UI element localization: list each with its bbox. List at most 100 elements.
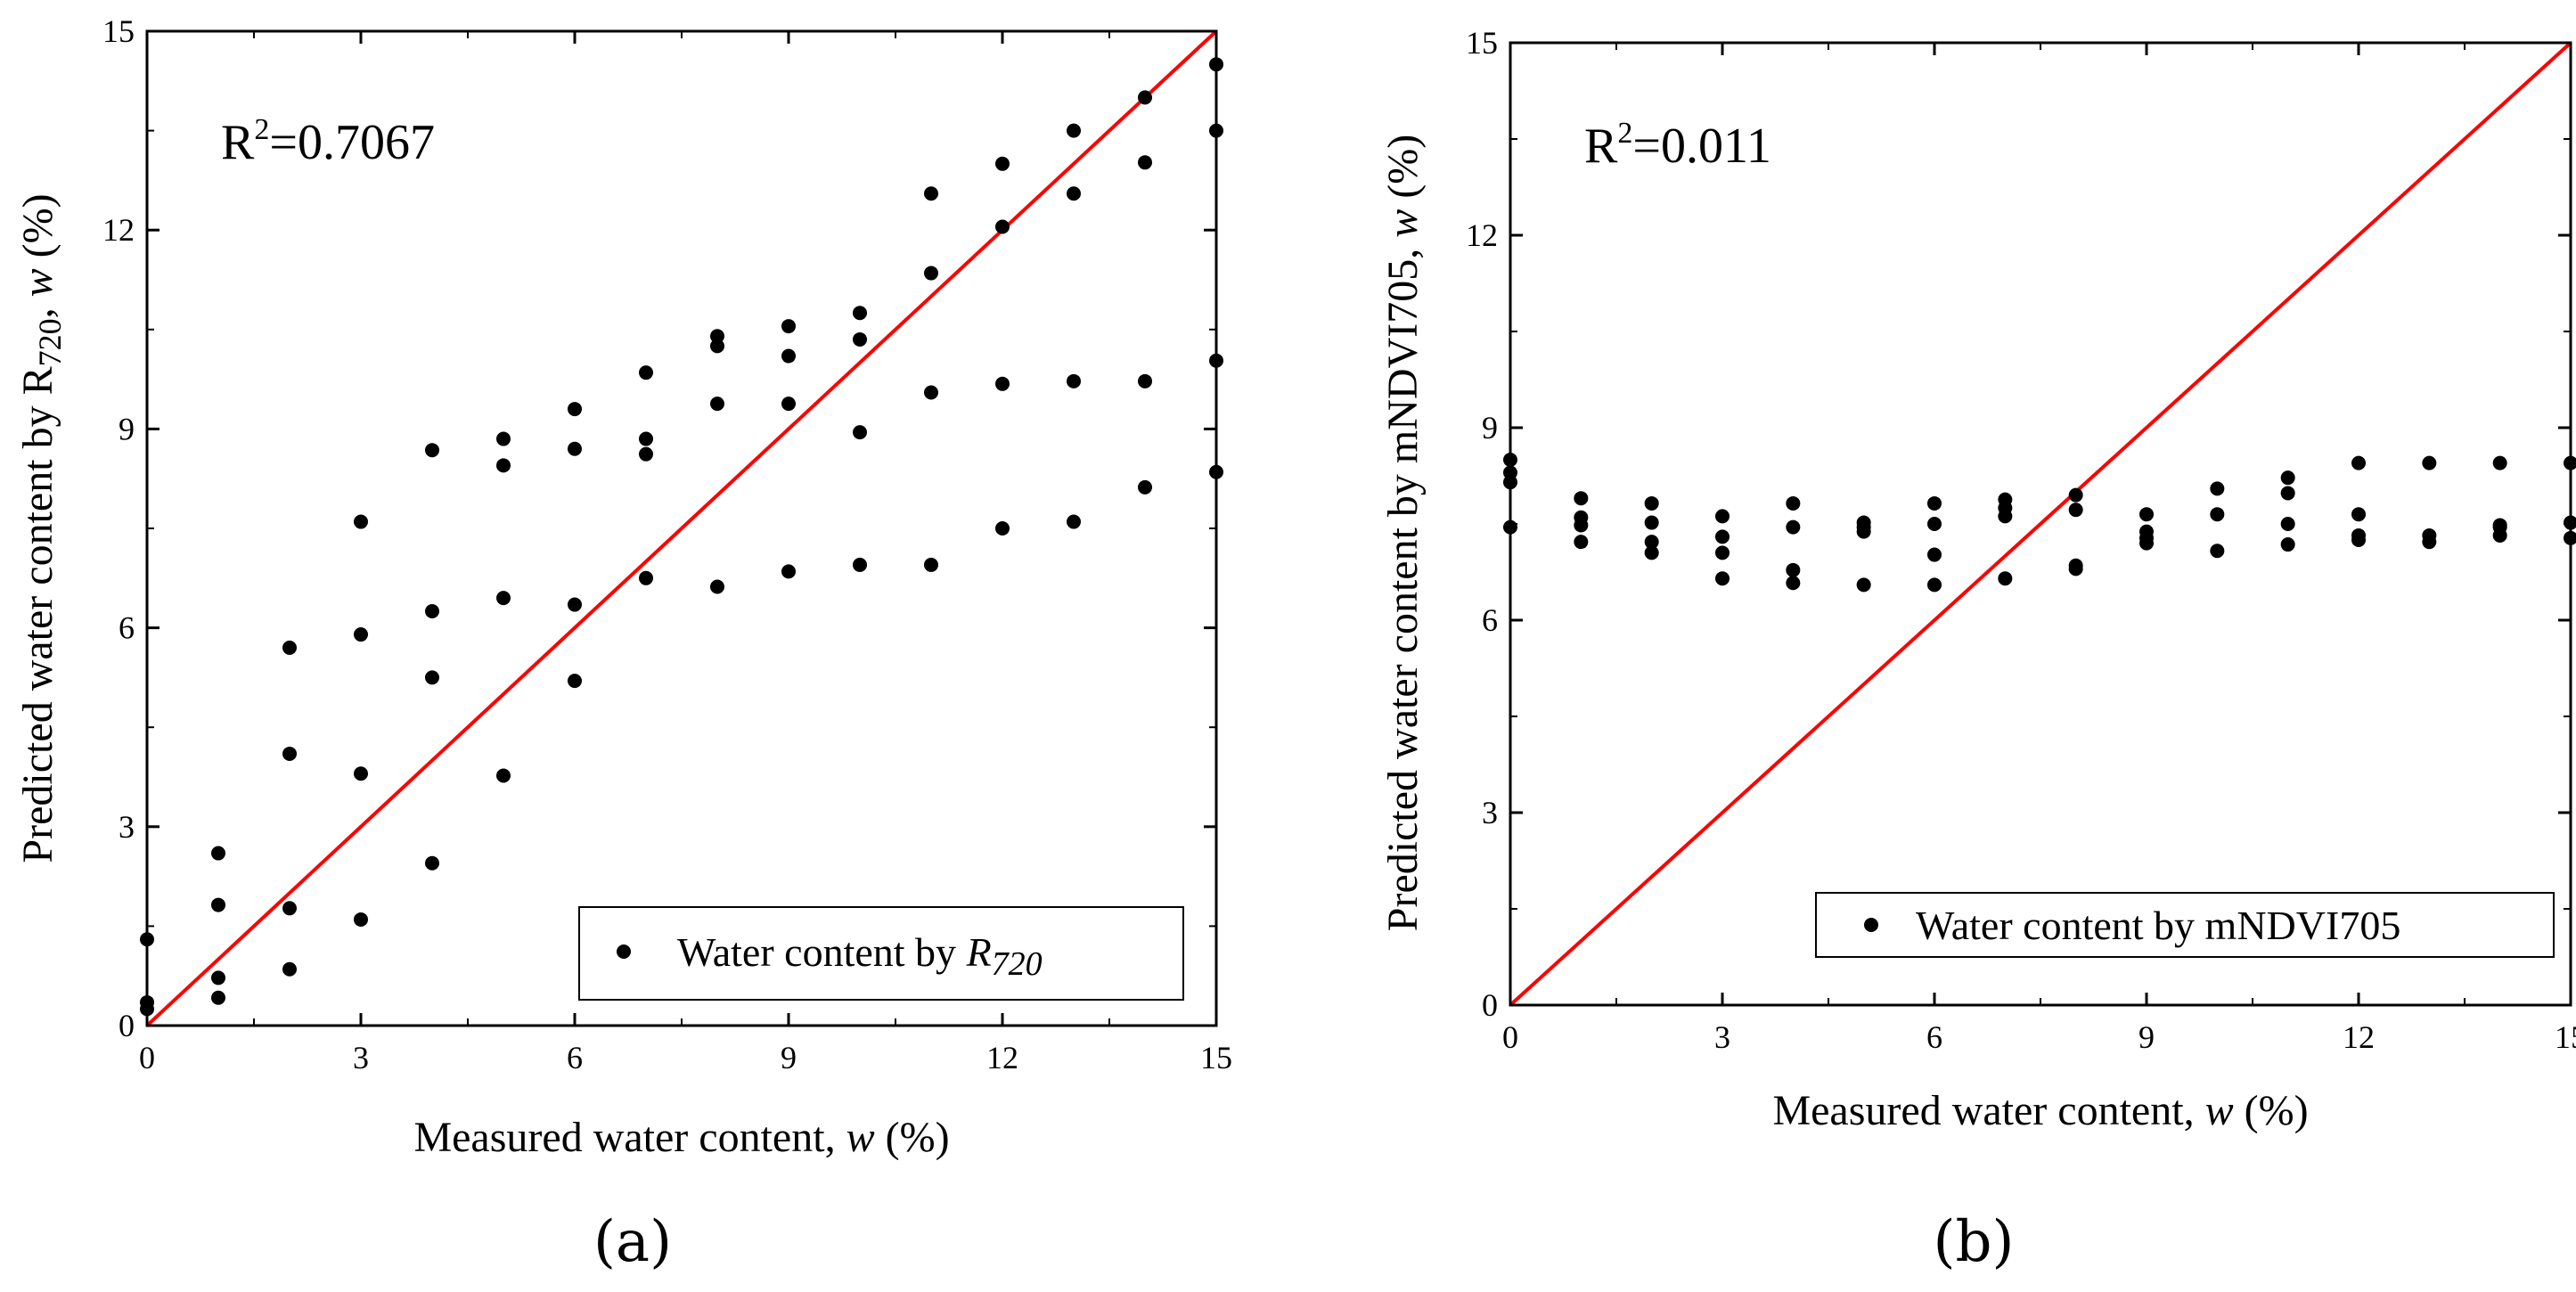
chart-b-legend-marker <box>1864 918 1878 932</box>
chart-a-x-tick-label: 6 <box>567 1040 583 1075</box>
chart-a-point <box>853 331 867 347</box>
chart-b-x-tick-label: 12 <box>2343 1019 2375 1055</box>
chart-b-legend-label: Water content by mNDVI705 <box>1916 903 2400 948</box>
chart-a-y-tick-label: 9 <box>119 411 135 446</box>
chart-a-point <box>1138 479 1152 495</box>
chart-a-point <box>568 597 582 612</box>
chart-b-point <box>2422 455 2437 470</box>
chart-a-point <box>1138 90 1152 105</box>
chart-a-point <box>710 579 724 594</box>
chart-a-point <box>710 339 724 354</box>
chart-b-point <box>1644 535 1659 550</box>
chart-b-x-tick-label: 15 <box>2555 1019 2576 1055</box>
chart-b-point <box>1715 545 1730 560</box>
chart-b-point <box>2280 537 2295 552</box>
chart-b-caption: (b) <box>1934 1209 2015 1275</box>
chart-b-y-tick-label: 3 <box>1482 795 1498 830</box>
chart-a-legend-sub: 720 <box>992 945 1043 983</box>
chart-a-x-tick-label: 3 <box>353 1040 369 1075</box>
chart-b-point <box>1856 524 1871 539</box>
chart-a-point <box>1138 373 1152 388</box>
chart-a-point <box>710 397 724 412</box>
chart-a-point <box>924 186 938 201</box>
chart-a-r2-sup: 2 <box>254 113 269 146</box>
chart-b-x-axis-title: Measured water content, w (%) <box>1772 1087 2308 1134</box>
chart-b-point <box>1715 529 1730 544</box>
chart-a-xlabel: Measured water content, <box>413 1114 846 1161</box>
chart-a-y-tick-label: 6 <box>119 610 135 646</box>
chart-a-point <box>140 1002 154 1017</box>
chart-a-point <box>853 557 867 572</box>
chart-a-point <box>211 846 225 861</box>
chart-a-point <box>425 443 439 458</box>
chart-a-point <box>781 319 796 334</box>
chart-b-point <box>2564 515 2576 530</box>
chart-b-point <box>2068 503 2083 518</box>
chart-a-caption: (a) <box>593 1209 672 1275</box>
chart-a-point <box>1209 123 1223 138</box>
chart-a-point <box>568 402 582 417</box>
chart-a-x-tick-label: 9 <box>781 1040 797 1075</box>
chart-b-r2-base: R <box>1584 119 1618 174</box>
chart-b-r2-sup: 2 <box>1617 117 1632 150</box>
chart-a-point <box>568 441 582 456</box>
chart-b-point <box>1644 515 1659 530</box>
chart-a-point <box>354 766 368 781</box>
chart-a-x-tick-label: 12 <box>986 1040 1018 1075</box>
chart-b-point <box>1715 571 1730 586</box>
chart-b-point <box>1574 518 1589 533</box>
chart-a-point <box>496 431 511 446</box>
chart-b-point <box>1574 535 1589 550</box>
chart-a-point <box>1067 373 1081 388</box>
chart-b-point <box>1786 562 1801 577</box>
chart-a-legend-italic: R <box>966 929 992 975</box>
chart-b-point <box>2210 544 2225 559</box>
chart-a-point <box>496 591 511 606</box>
chart-a-point <box>568 674 582 689</box>
chart-a-point <box>639 365 653 380</box>
chart-b-point <box>2492 455 2507 470</box>
chart-a-point <box>354 514 368 529</box>
chart-a-xlabel-italic: w <box>846 1114 875 1161</box>
chart-b-point <box>1503 475 1517 490</box>
chart-b-r2-annotation: R2=0.011 <box>1584 117 1771 174</box>
chart-b-ticks: 0 3 6 9 12 15 0 3 6 9 12 15 <box>1466 25 2576 1055</box>
chart-a-point <box>781 348 796 364</box>
chart-b-y-axis-title: Predicted water content by mNDVI705, w (… <box>1379 135 1427 931</box>
chart-a-point <box>282 746 297 761</box>
chart-a-point <box>995 156 1010 171</box>
chart-b-xlabel-tail: (%) <box>2234 1087 2309 1134</box>
chart-a-y-axis-title: Predicted water content by R720, w (%) <box>14 193 68 863</box>
chart-b-r2-value: =0.011 <box>1632 119 1771 174</box>
chart-b-point <box>1503 453 1517 467</box>
chart-a-point <box>639 570 653 585</box>
chart-a-point <box>425 855 439 871</box>
chart-b-point <box>1786 576 1801 591</box>
chart-a-x-tick-label: 0 <box>139 1040 155 1075</box>
chart-a-point <box>211 970 225 985</box>
chart-a-point <box>995 376 1010 391</box>
chart-a-point <box>1067 186 1081 201</box>
chart-b-point <box>1998 571 2013 586</box>
chart-a-point <box>1209 57 1223 72</box>
chart-a-points <box>140 57 1223 1017</box>
chart-b-point <box>1715 509 1730 524</box>
chart-a-r2-annotation: R2=0.7067 <box>221 113 435 170</box>
chart-b-point <box>2068 487 2083 503</box>
chart-a-point <box>853 425 867 440</box>
chart-a-point <box>995 521 1010 536</box>
chart-a-point <box>1209 353 1223 368</box>
chart-b: 0 3 6 9 12 15 0 3 6 9 12 15 R2=0.011 Water content … <box>1379 25 2576 1275</box>
chart-a-x-axis-title: Measured water content, w (%) <box>413 1114 949 1161</box>
chart-b-point <box>1856 577 1871 593</box>
chart-a-x-tick-label: 15 <box>1200 1040 1232 1075</box>
chart-b-ylabel-italic: w <box>1379 209 1427 238</box>
chart-b-point <box>2210 507 2225 522</box>
chart-b-point <box>1927 517 1942 531</box>
chart-b-point <box>1927 495 1942 511</box>
chart-a-legend-prefix: Water content by <box>677 929 967 975</box>
chart-b-point <box>2422 535 2437 550</box>
chart-b-xlabel-italic: w <box>2205 1087 2234 1134</box>
chart-b-point <box>2280 517 2295 531</box>
